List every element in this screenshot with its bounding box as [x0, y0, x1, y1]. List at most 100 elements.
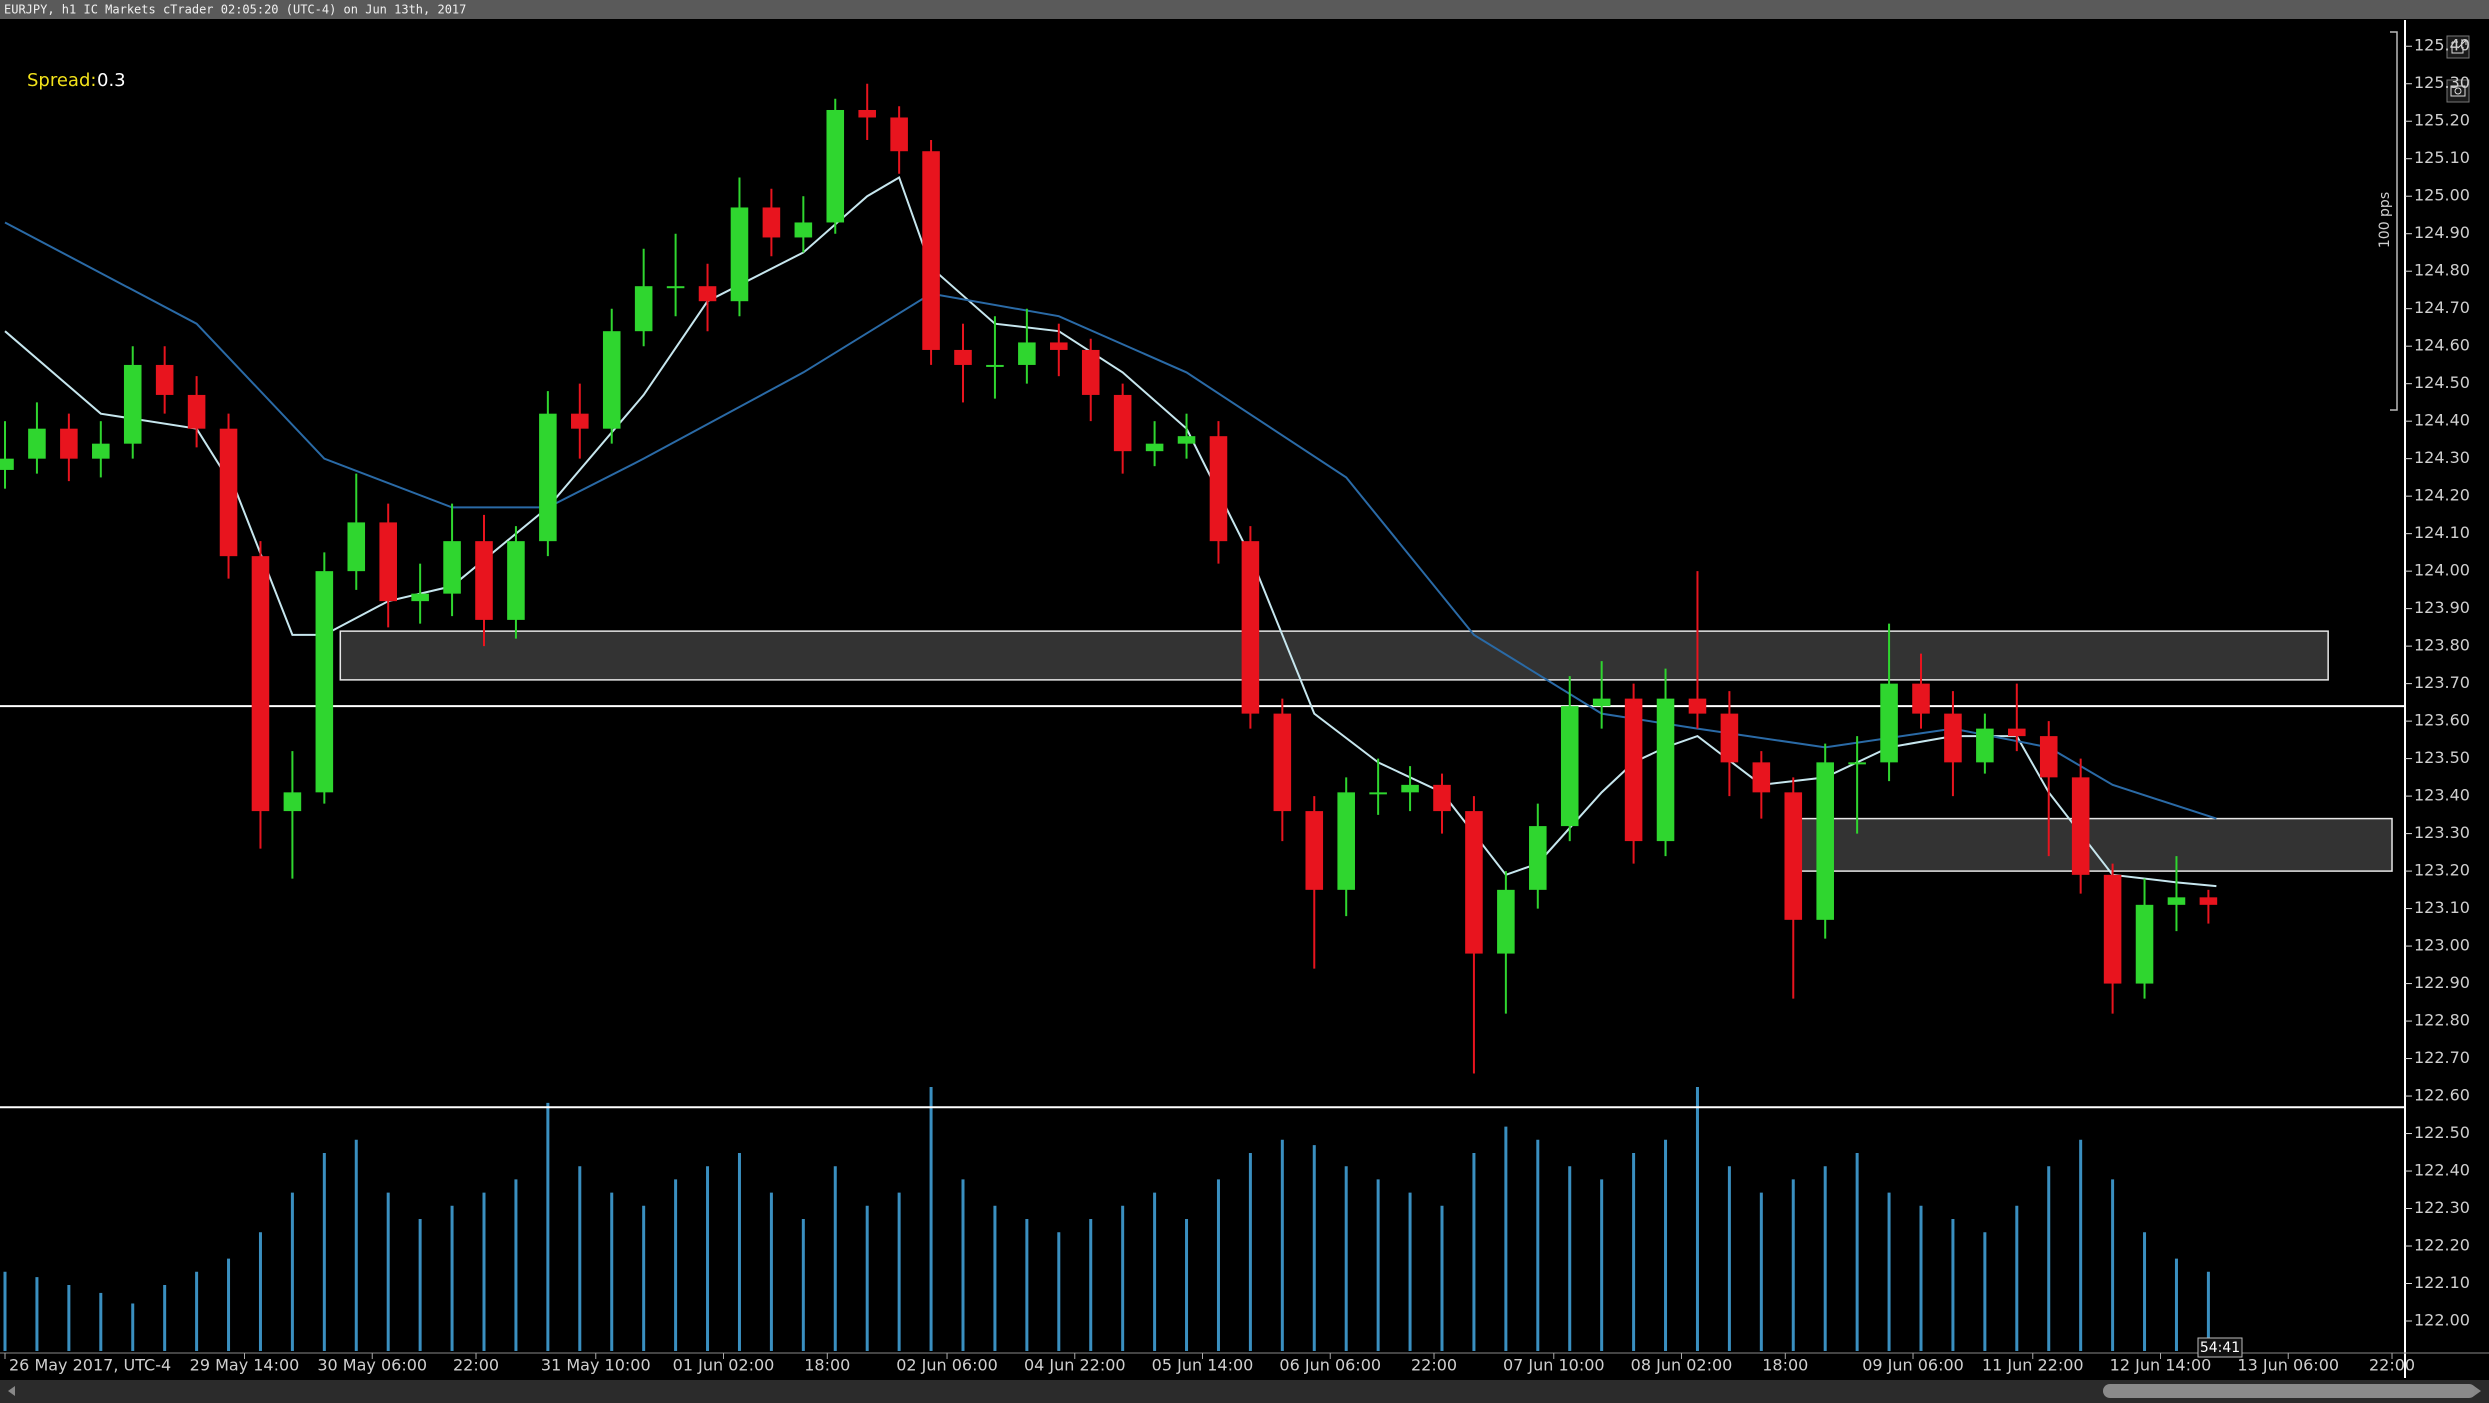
- volume-layer: [3, 1087, 2210, 1351]
- y-tick-label: 122.00: [2414, 1311, 2470, 1330]
- x-tick-label: 12 Jun 14:00: [2110, 1356, 2212, 1375]
- y-tick-label: 122.10: [2414, 1273, 2470, 1292]
- candle-body: [1369, 792, 1387, 795]
- y-tick-label: 122.20: [2414, 1236, 2470, 1255]
- pips-ruler-label: 100 pps: [2377, 192, 2393, 248]
- candle-body: [1624, 698, 1643, 842]
- candle-body: [666, 286, 685, 289]
- y-tick-label: 123.40: [2414, 786, 2470, 805]
- x-tick-label: 02 Jun 06:00: [896, 1356, 998, 1375]
- candle-body: [602, 331, 621, 429]
- candle-body: [251, 556, 270, 812]
- y-tick-label: 124.50: [2414, 373, 2470, 392]
- y-tick-label: 125.30: [2414, 73, 2470, 92]
- candle-body: [1305, 811, 1324, 890]
- candle-body: [1912, 683, 1930, 714]
- scroll-right[interactable]: [2474, 1386, 2481, 1396]
- spread-label: Spread:: [27, 70, 96, 91]
- candle-body: [2135, 904, 2154, 984]
- candle-body: [730, 207, 749, 302]
- x-tick-label: 01 Jun 02:00: [673, 1356, 775, 1375]
- candle-body: [1081, 349, 1100, 395]
- candle-body: [1113, 394, 1132, 452]
- spread-value: 0.3: [97, 70, 126, 91]
- candle-body: [1880, 683, 1898, 763]
- candle-body: [1241, 541, 1260, 714]
- candle-body: [1018, 342, 1036, 365]
- camera-icon: [2450, 85, 2466, 97]
- x-tick-label: 07 Jun 10:00: [1503, 1356, 1605, 1375]
- zone: [1800, 817, 2393, 872]
- candle-body: [890, 117, 908, 152]
- y-tick-label: 123.70: [2414, 673, 2470, 692]
- y-tick-label: 124.10: [2414, 523, 2470, 542]
- candle-body: [155, 364, 174, 395]
- candle-body: [826, 109, 845, 223]
- candle-body: [60, 428, 78, 459]
- y-tick-label: 124.80: [2414, 261, 2470, 280]
- candle-body: [1465, 811, 1483, 954]
- candle-body: [283, 792, 302, 812]
- pips-ruler: [2390, 31, 2398, 411]
- candle-body: [2103, 874, 2122, 984]
- candle-body: [1273, 713, 1292, 812]
- candle-body: [1816, 762, 1834, 920]
- candle-body: [1848, 762, 1866, 765]
- x-tick-label: 30 May 06:00: [317, 1356, 427, 1375]
- candle-body: [2199, 897, 2218, 905]
- candle-body: [1752, 762, 1771, 793]
- candle-body: [1944, 713, 1962, 763]
- y-tick-label: 123.00: [2414, 936, 2470, 955]
- x-tick-label: 18:00: [804, 1356, 850, 1375]
- scrollbar-track[interactable]: [0, 1380, 2489, 1403]
- candle-body: [1497, 889, 1515, 954]
- x-tick-label: 22:00: [2369, 1356, 2415, 1375]
- y-tick-label: 125.10: [2414, 148, 2470, 167]
- candle-body: [2008, 728, 2026, 737]
- y-tick-label: 122.90: [2414, 973, 2470, 992]
- candle-body: [347, 522, 366, 572]
- candle-body: [1656, 698, 1675, 842]
- candle-body: [0, 458, 14, 470]
- y-tick-label: 122.80: [2414, 1011, 2470, 1030]
- x-tick-label: 09 Jun 06:00: [1862, 1356, 1964, 1375]
- candle-body: [92, 443, 110, 459]
- y-tick-label: 123.50: [2414, 748, 2470, 767]
- y-tick-label: 123.30: [2414, 823, 2470, 842]
- candle-body: [315, 571, 334, 793]
- x-tick-label: 29 May 14:00: [190, 1356, 300, 1375]
- detach-icon: [2451, 39, 2467, 54]
- candle-body: [762, 207, 781, 238]
- price-layer: [0, 83, 2405, 1109]
- candle-body: [794, 222, 813, 238]
- candle-body: [1976, 728, 1994, 763]
- y-tick-label: 122.50: [2414, 1123, 2470, 1142]
- y-tick-label: 122.60: [2414, 1086, 2470, 1105]
- y-tick-label: 124.70: [2414, 298, 2470, 317]
- candle-body: [1560, 706, 1579, 827]
- x-tick-label: 26 May 2017, UTC-4: [9, 1356, 171, 1375]
- scrollbar-thumb[interactable]: [2103, 1384, 2476, 1398]
- scroll-left[interactable]: [8, 1386, 15, 1396]
- candle-body: [1050, 342, 1068, 350]
- y-tick-label: 125.20: [2414, 111, 2470, 130]
- candle-body: [2167, 897, 2186, 905]
- candle-body: [1529, 826, 1547, 890]
- y-tick-label: 124.00: [2414, 561, 2470, 580]
- candle-body: [922, 151, 940, 350]
- candle-body: [986, 364, 1004, 367]
- x-tick-label: 06 Jun 06:00: [1279, 1356, 1381, 1375]
- candle-body: [123, 364, 142, 444]
- y-tick-label: 124.40: [2414, 411, 2470, 430]
- x-tick-label: 04 Jun 22:00: [1024, 1356, 1126, 1375]
- y-tick-label: 123.10: [2414, 898, 2470, 917]
- y-tick-label: 124.60: [2414, 336, 2470, 355]
- y-tick-label: 124.30: [2414, 448, 2470, 467]
- candle-body: [187, 394, 206, 429]
- candle-body: [698, 286, 717, 302]
- candle-body: [1433, 784, 1451, 812]
- candle-body: [1145, 443, 1164, 452]
- y-tick-label: 123.90: [2414, 598, 2470, 617]
